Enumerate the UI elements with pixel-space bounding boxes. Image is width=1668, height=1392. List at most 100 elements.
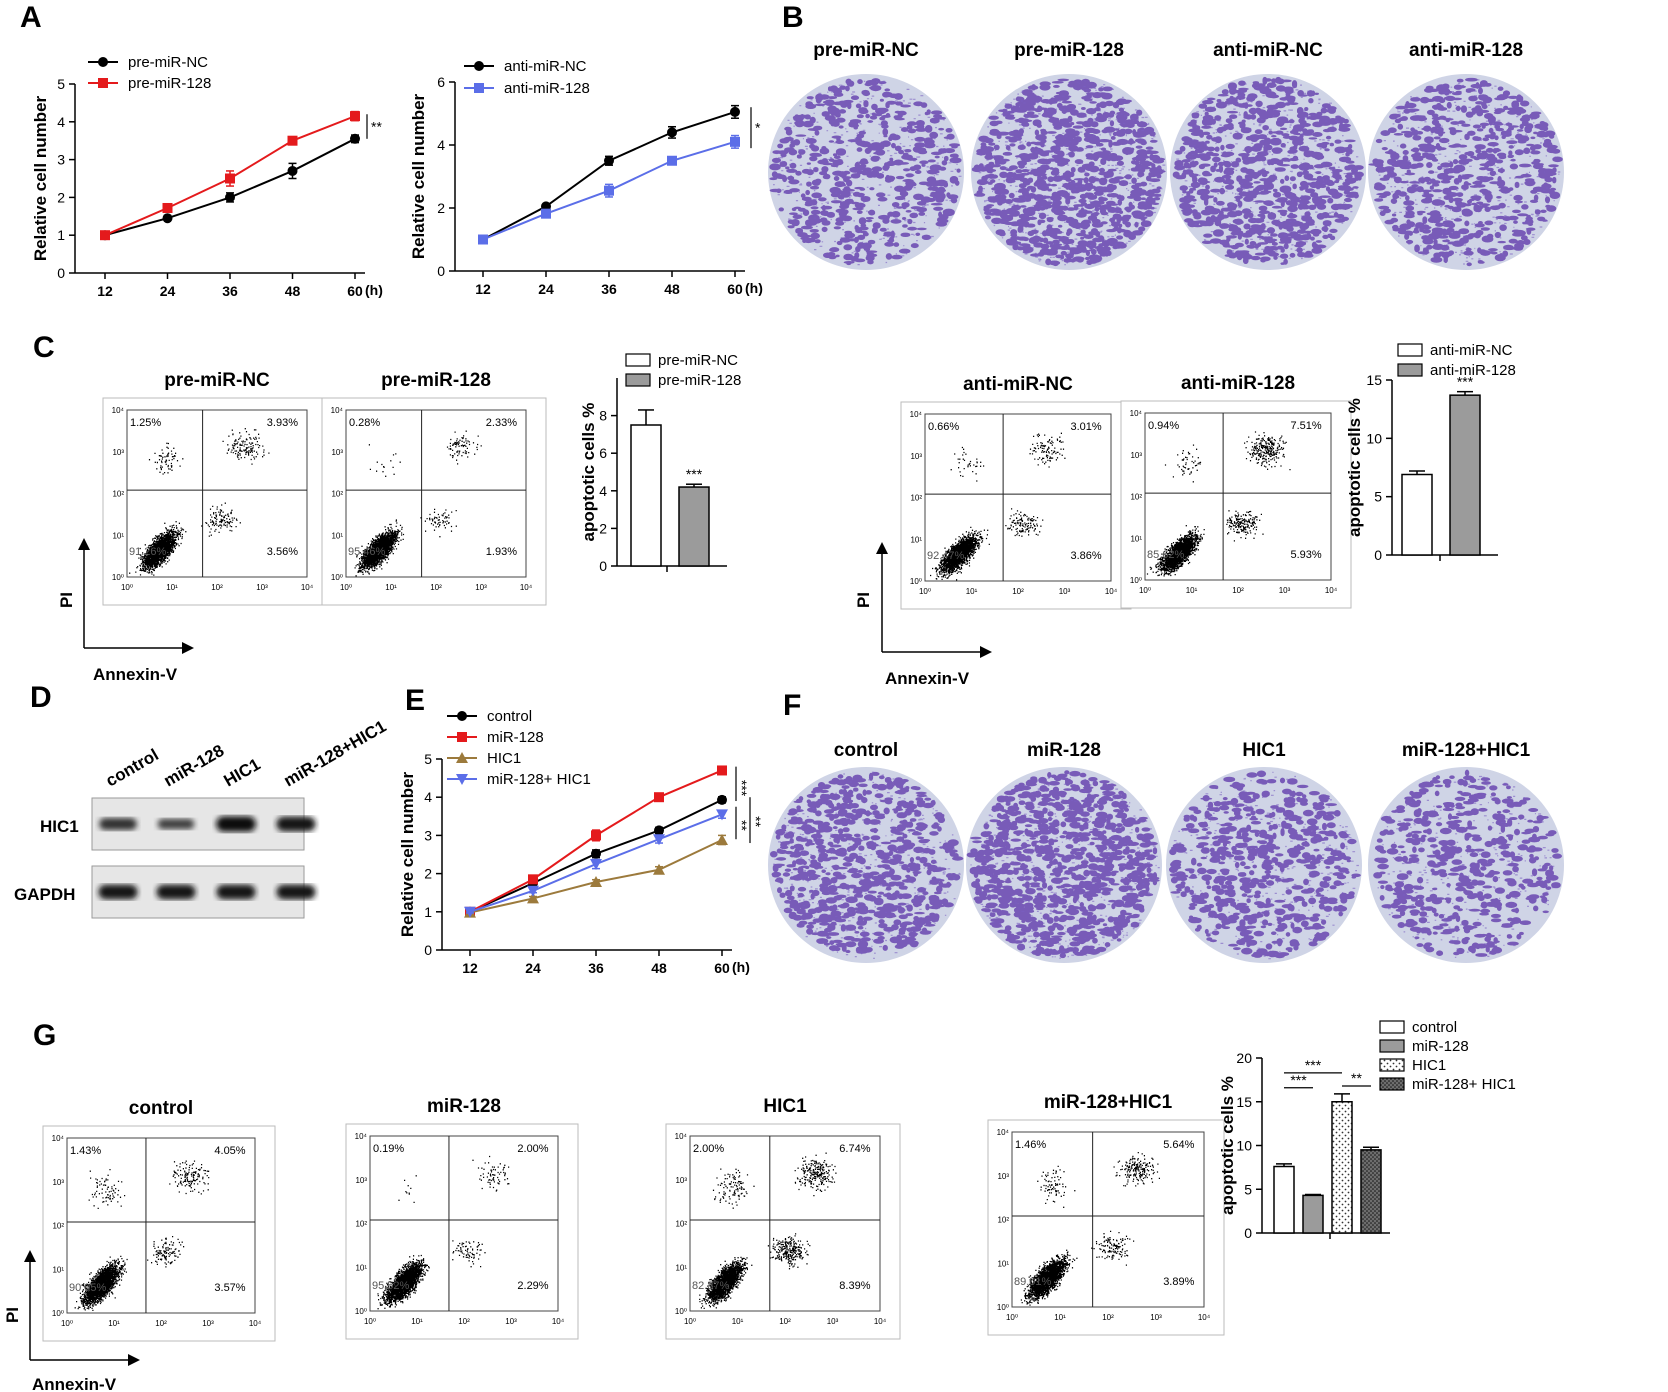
data-point — [287, 135, 298, 146]
flow-x-tick: 10⁴ — [1325, 586, 1338, 595]
flow-x-tick: 10⁰ — [61, 1319, 73, 1328]
flow-events — [699, 1152, 837, 1310]
pct-upper-right: 2.00% — [517, 1143, 548, 1155]
data-point — [590, 876, 602, 888]
flow-y-tick: 10⁴ — [997, 1128, 1010, 1137]
legend-marker — [98, 78, 108, 88]
legend-marker — [98, 57, 108, 67]
flow-y-tick: 10¹ — [1130, 534, 1142, 543]
blot-row-label: HIC1 — [40, 817, 79, 836]
y-axis-title: Relative cell number — [31, 95, 50, 261]
flow-events — [377, 1155, 510, 1310]
legend-label: HIC1 — [487, 750, 521, 767]
flow-x-tick: 10⁴ — [301, 583, 314, 592]
flow-y-tick: 10⁰ — [355, 1307, 367, 1316]
y-tick-label: 0 — [599, 558, 607, 574]
flow-y-tick: 10⁰ — [52, 1309, 64, 1318]
flow-events — [354, 430, 482, 577]
x-tick-label: 60 — [714, 960, 730, 976]
blot-band — [99, 818, 137, 830]
flow-x-tick: 10⁴ — [874, 1317, 887, 1326]
pct-lower-right: 3.89% — [1163, 1276, 1194, 1288]
pct-upper-right: 2.33% — [486, 417, 517, 429]
flow-x-tick: 10² — [1102, 1313, 1114, 1322]
image-title: control — [834, 740, 898, 761]
flow-x-tick: 10³ — [202, 1319, 214, 1328]
pct-lower-right: 1.93% — [486, 546, 517, 558]
pct-upper-left: 1.46% — [1015, 1139, 1046, 1151]
sig-marker: *** — [686, 466, 703, 482]
data-point — [287, 165, 298, 176]
pct-lower-right: 3.57% — [214, 1282, 245, 1294]
x-axis-title: Annexin-V — [93, 665, 178, 684]
x-tick-label: 60 — [727, 281, 743, 297]
flow-events — [1020, 1151, 1160, 1306]
flow-x-tick: 10⁰ — [340, 583, 352, 592]
y-tick-label: 2 — [57, 189, 65, 205]
x-tick-label: 24 — [160, 283, 176, 299]
data-point — [604, 155, 614, 166]
pct-upper-left: 2.00% — [693, 1143, 724, 1155]
y-tick-label: 5 — [57, 76, 65, 92]
legend-label: miR-128+ HIC1 — [1412, 1076, 1516, 1093]
y-axis-title: Relative cell number — [409, 93, 428, 259]
data-point — [654, 825, 664, 836]
blot-band — [276, 884, 316, 900]
data-point — [717, 794, 727, 805]
flow-y-tick: 10¹ — [675, 1263, 687, 1272]
flow-y-tick: 10⁴ — [355, 1132, 368, 1141]
panel-label-d: D — [30, 681, 52, 714]
flow-title: anti-miR-128 — [1181, 373, 1295, 394]
bar — [1360, 1149, 1382, 1234]
y-tick-label: 0 — [424, 942, 432, 958]
flow-y-tick: 10⁰ — [1130, 576, 1142, 585]
flow-y-tick: 10¹ — [355, 1263, 367, 1272]
x-tick-label: 60 — [347, 283, 363, 299]
legend-swatch — [625, 353, 651, 367]
flow-y-tick: 10³ — [675, 1176, 687, 1185]
flow-x-tick: 10² — [779, 1317, 791, 1326]
series-line — [482, 110, 736, 241]
flow-events — [930, 432, 1066, 581]
y-tick-label: 6 — [437, 74, 445, 90]
legend-marker — [474, 61, 484, 71]
legend-swatch — [1397, 343, 1423, 357]
flow-y-tick: 10³ — [331, 448, 343, 457]
data-point — [716, 809, 728, 821]
y-tick-label: 5 — [424, 751, 432, 767]
flow-y-tick: 10⁴ — [910, 410, 923, 419]
x-tick-label: 48 — [285, 283, 301, 299]
series-line — [104, 137, 356, 237]
image-title: pre-miR-NC — [813, 40, 919, 61]
flow-y-tick: 10¹ — [52, 1265, 64, 1274]
image-title: pre-miR-128 — [1014, 40, 1124, 61]
lane-label: control — [103, 745, 162, 790]
data-point — [667, 127, 677, 138]
flow-cytometry-c: 3.93%3.56%1.25%91.26%10⁰10⁰10¹10¹10²10²1… — [57, 370, 1352, 688]
flow-y-tick: 10³ — [355, 1176, 367, 1185]
pct-upper-left: 1.25% — [130, 417, 161, 429]
x-unit: (h) — [365, 282, 383, 298]
pct-lower-left: 85.62% — [1147, 549, 1185, 561]
legend-marker — [474, 83, 484, 93]
x-tick-label: 48 — [651, 960, 667, 976]
pi-arrow-head — [78, 538, 90, 550]
pct-lower-right: 2.29% — [517, 1280, 548, 1292]
flow-y-tick: 10¹ — [910, 535, 922, 544]
legend-label: pre-miR-128 — [658, 372, 741, 389]
apoptosis-bar-hic1: 0 5 10 15 20 apoptotic cells % control miR-128 H… — [1218, 1019, 1516, 1241]
data-point — [653, 863, 665, 875]
flow-x-tick: 10⁴ — [249, 1319, 262, 1328]
flow-x-tick: 10¹ — [166, 583, 178, 592]
flow-events — [129, 428, 270, 576]
sig-marker: *** — [1290, 1072, 1307, 1088]
flow-x-tick: 10³ — [475, 583, 487, 592]
y-tick-label: 1 — [424, 904, 432, 920]
data-point — [591, 848, 601, 859]
data-point — [100, 230, 110, 241]
data-point — [730, 106, 740, 117]
flow-x-tick: 10⁰ — [364, 1317, 376, 1326]
transwell-images-f: control miR-128 HIC1 miR-128+HIC1 — [768, 740, 1564, 963]
